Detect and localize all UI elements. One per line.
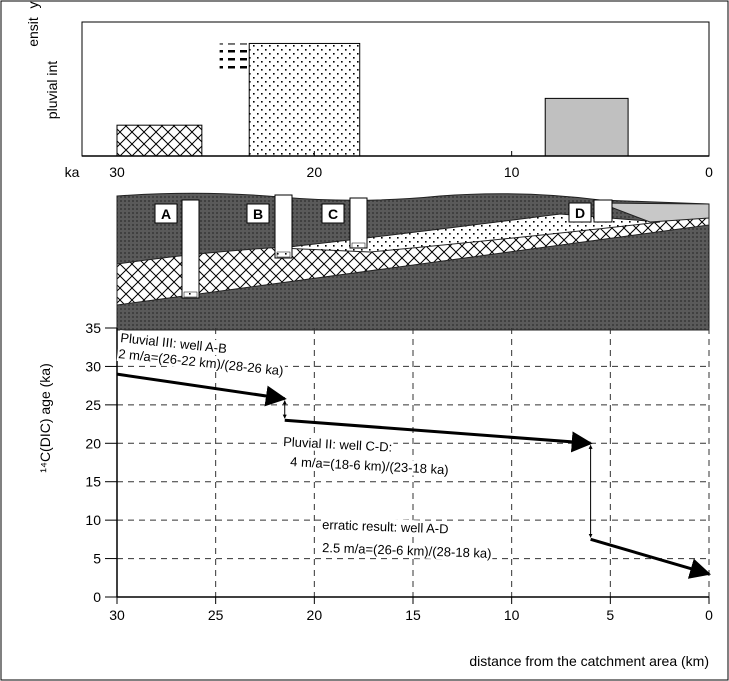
x-tick-label: 0 <box>705 607 713 623</box>
y-tick-label: 20 <box>85 435 101 451</box>
well-label: D <box>575 205 585 221</box>
annotation: 2.5 m/a=(26-6 km)/(28-18 ka) <box>322 540 492 561</box>
annotation-bg <box>116 345 286 379</box>
x-tick-label: 15 <box>405 607 421 623</box>
y-tick-label: 10 <box>85 512 101 528</box>
well-label: B <box>253 206 263 222</box>
cross-section <box>116 192 710 331</box>
annotation-bg <box>288 453 451 478</box>
x-axis-label: distance from the catchment area (km) <box>469 653 709 669</box>
data-line <box>284 418 593 453</box>
y-tick-label: 30 <box>85 358 101 374</box>
annotation-bg <box>320 539 493 561</box>
annotation: 4 m/a=(18-6 km)/(23-18 ka) <box>290 454 449 477</box>
x-axis-label: ka <box>65 164 80 180</box>
x-tick-label: 30 <box>109 607 125 623</box>
bar <box>116 124 203 157</box>
y-tick-label: 25 <box>85 397 101 413</box>
x-tick-label: 20 <box>307 164 323 180</box>
y-axis-label-cut: ensit <box>25 17 41 47</box>
y-axis-label: ¹⁴C(DIC) age (ka) <box>37 363 53 472</box>
y-tick-label: 35 <box>85 320 101 336</box>
y-tick-label: 5 <box>93 551 101 567</box>
annotation-bg <box>320 516 450 537</box>
x-tick-label: 0 <box>705 164 713 180</box>
bar <box>544 97 629 157</box>
data-line <box>116 372 287 407</box>
bar <box>248 42 361 157</box>
well-label: C <box>328 206 338 222</box>
y-tick-label: 0 <box>93 589 101 605</box>
corner-label: y <box>25 2 41 9</box>
annotation-bg <box>281 433 394 455</box>
y-tick-label: 15 <box>85 474 101 490</box>
annotation-bg <box>118 329 229 357</box>
annotation: erratic result: well A-D <box>322 517 449 536</box>
x-tick-label: 10 <box>504 164 520 180</box>
x-tick-label: 10 <box>504 607 520 623</box>
x-tick-label: 20 <box>307 607 323 623</box>
x-tick-label: 25 <box>208 607 224 623</box>
annotation: Pluvial II: well C-D: <box>283 434 393 455</box>
x-tick-label: 5 <box>606 607 614 623</box>
well-label: A <box>161 206 171 222</box>
data-line <box>590 537 712 579</box>
x-tick-label: 30 <box>109 164 125 180</box>
y-axis-label: pluvial int <box>44 61 60 119</box>
